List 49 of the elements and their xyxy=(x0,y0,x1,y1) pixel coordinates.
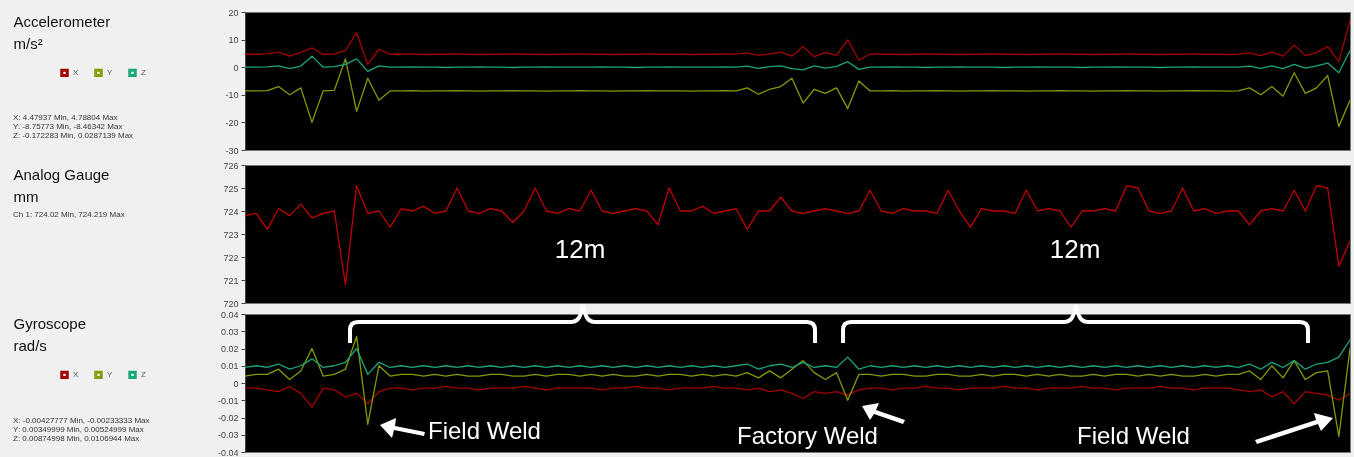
y-axis-title: Gyroscope rad/s xyxy=(13,314,87,354)
legend-label: Y xyxy=(107,67,113,77)
y-tick-label: -20 xyxy=(225,117,239,128)
y-axis-title: Accelerometer m/s² xyxy=(13,12,111,52)
y-tick-label: 725 xyxy=(223,183,239,194)
annotation: Field Weld xyxy=(428,417,541,444)
text: Ch 1: 724.02 Min, 724.219 Max xyxy=(13,210,125,219)
y-tick-label: 0.02 xyxy=(220,344,239,354)
text: Y: 0.00349999 Min, 0.00524999 Max xyxy=(13,425,144,434)
annotation: 12m xyxy=(554,234,606,264)
y-tick-label: -30 xyxy=(225,145,239,156)
y-tick-label: 0.01 xyxy=(220,361,239,372)
y-tick-label: 0 xyxy=(233,62,239,73)
text: Z: 0.00874998 Min, 0.0106944 Max xyxy=(13,434,140,443)
y-tick-label: 720 xyxy=(223,298,239,309)
y-tick-label: 10 xyxy=(228,35,239,46)
legend-label: Z xyxy=(141,67,146,77)
line-series xyxy=(245,385,1350,408)
y-axis-title: Analog Gauge mm xyxy=(13,165,110,205)
line-series xyxy=(245,339,1350,376)
line-series xyxy=(245,49,1350,74)
text: Y: -8.75773 Min, -8.46342 Max xyxy=(13,122,123,131)
annotation: Factory Weld xyxy=(737,422,878,449)
y-tick-label: -10 xyxy=(225,90,239,101)
line-series xyxy=(245,19,1350,66)
y-tick-label: 724 xyxy=(223,206,239,217)
y-tick-label: -0.01 xyxy=(217,395,239,406)
y-tick-label: 723 xyxy=(223,229,239,240)
annotation: 12m xyxy=(1049,234,1101,264)
y-tick-label: -0.02 xyxy=(217,413,239,423)
text: Z: -0.172283 Min, 0.0287139 Max xyxy=(13,131,134,140)
y-tick-label: 0.03 xyxy=(220,326,239,337)
y-tick-label: 0.04 xyxy=(220,309,239,320)
y-tick-label: 0 xyxy=(233,378,239,389)
legend-label: X xyxy=(73,369,79,379)
y-tick-label: -0.04 xyxy=(217,447,239,457)
y-tick-label: -0.03 xyxy=(217,430,239,441)
text: X: 4.47937 Min, 4.78804 Max xyxy=(13,113,118,122)
y-tick-label: 20 xyxy=(228,7,239,18)
legend-label: Y xyxy=(107,369,113,379)
legend-label: Z xyxy=(141,369,146,379)
y-tick-label: 726 xyxy=(223,160,239,171)
line-series xyxy=(245,58,1350,128)
y-tick-label: 722 xyxy=(223,252,239,263)
line-series xyxy=(245,185,1350,286)
y-tick-label: 721 xyxy=(223,275,239,286)
legend-label: X xyxy=(73,67,79,77)
annotation: Field Weld xyxy=(1077,422,1190,449)
text: X: -0.00427777 Min, -0.00233333 Max xyxy=(13,416,150,425)
